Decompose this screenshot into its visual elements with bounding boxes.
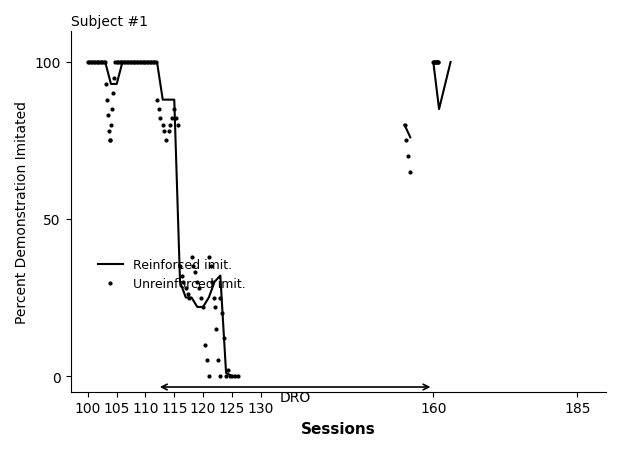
Line: Unreinforced imit.: Unreinforced imit.: [85, 60, 441, 379]
Reinforced imit.: [101, 60, 109, 65]
Unreinforced imit.: [166, 123, 174, 128]
Reinforced imit.: [194, 304, 201, 310]
Unreinforced imit.: [205, 373, 212, 379]
Reinforced imit.: [182, 295, 189, 300]
Unreinforced imit.: [165, 129, 172, 134]
Reinforced imit.: [119, 60, 126, 65]
Reinforced imit.: [228, 373, 235, 379]
Reinforced imit.: [205, 295, 212, 300]
Reinforced imit.: [107, 82, 115, 87]
Unreinforced imit.: [189, 264, 197, 269]
Unreinforced imit.: [122, 60, 129, 65]
Reinforced imit.: [113, 82, 120, 87]
Reinforced imit.: [159, 98, 166, 103]
Reinforced imit.: [142, 60, 149, 65]
Reinforced imit.: [171, 98, 178, 103]
Y-axis label: Percent Demonstration Imitated: Percent Demonstration Imitated: [15, 101, 29, 323]
Reinforced imit.: [130, 60, 138, 65]
Reinforced imit.: [176, 280, 184, 285]
Reinforced imit.: [234, 373, 242, 379]
Unreinforced imit.: [435, 60, 442, 65]
Reinforced imit.: [222, 370, 230, 376]
Reinforced imit.: [165, 98, 172, 103]
Legend: Reinforced imit., Unreinforced imit.: Reinforced imit., Unreinforced imit.: [93, 253, 251, 295]
Text: DRO: DRO: [279, 390, 310, 404]
Line: Reinforced imit.: Reinforced imit.: [88, 63, 238, 376]
Unreinforced imit.: [96, 60, 103, 65]
Reinforced imit.: [211, 280, 219, 285]
Reinforced imit.: [90, 60, 97, 65]
Reinforced imit.: [136, 60, 143, 65]
Reinforced imit.: [124, 60, 132, 65]
Unreinforced imit.: [84, 60, 92, 65]
Reinforced imit.: [217, 273, 224, 279]
Reinforced imit.: [199, 304, 207, 310]
Reinforced imit.: [96, 60, 103, 65]
Reinforced imit.: [148, 60, 155, 65]
X-axis label: Sessions: Sessions: [301, 421, 376, 436]
Reinforced imit.: [153, 60, 161, 65]
Unreinforced imit.: [130, 60, 138, 65]
Reinforced imit.: [84, 60, 92, 65]
Text: Subject #1: Subject #1: [71, 15, 148, 29]
Reinforced imit.: [188, 295, 195, 300]
